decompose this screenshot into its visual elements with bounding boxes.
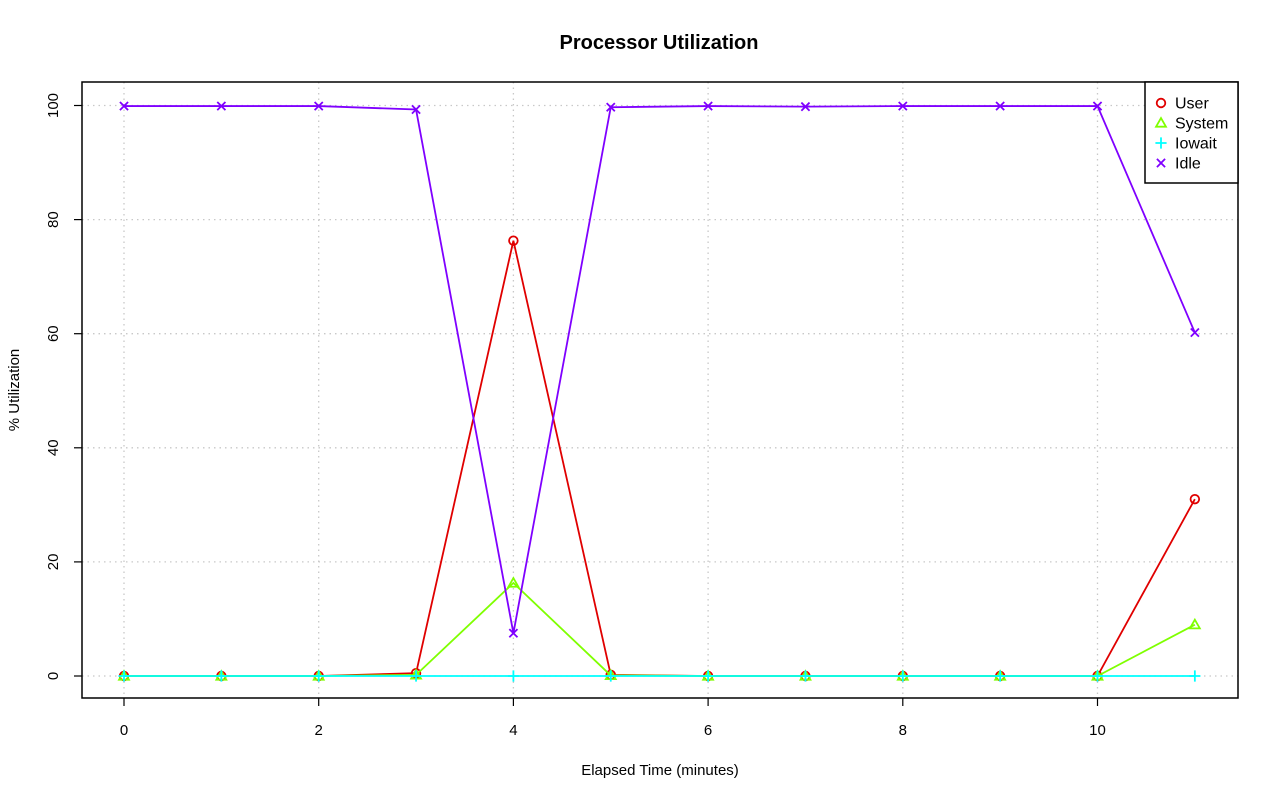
data-point bbox=[506, 576, 520, 588]
y-tick-label: 100 bbox=[45, 93, 62, 118]
x-tick-label: 0 bbox=[120, 722, 128, 739]
data-point bbox=[216, 101, 227, 111]
series-line-system bbox=[124, 581, 1196, 677]
data-point bbox=[995, 101, 1005, 111]
x-axis-label: Elapsed Time (minutes) bbox=[581, 762, 739, 779]
data-point bbox=[507, 670, 519, 682]
data-point bbox=[411, 104, 421, 115]
y-tick-label: 0 bbox=[45, 672, 62, 680]
data-point bbox=[1190, 327, 1200, 338]
y-tick-label: 60 bbox=[45, 325, 62, 342]
legend: User System Iowait Idle bbox=[1144, 81, 1239, 184]
data-point bbox=[1155, 137, 1167, 149]
legend-label: Idle bbox=[1175, 156, 1201, 173]
series-layer bbox=[117, 101, 1202, 682]
data-point bbox=[702, 670, 714, 682]
data-point bbox=[1092, 101, 1103, 111]
legend-label: Iowait bbox=[1175, 136, 1217, 153]
data-point bbox=[1154, 116, 1168, 128]
x-tick-label: 6 bbox=[704, 722, 712, 739]
y-axis: 0 20 40 60 80 100 bbox=[45, 93, 82, 680]
data-point bbox=[703, 101, 713, 111]
data-point bbox=[1189, 670, 1201, 682]
series-system bbox=[117, 576, 1202, 681]
data-point bbox=[313, 670, 325, 682]
x-tick-label: 4 bbox=[509, 722, 517, 739]
series-line-idle bbox=[124, 105, 1196, 634]
data-point bbox=[1155, 97, 1167, 109]
data-point bbox=[215, 670, 227, 682]
data-point bbox=[118, 670, 130, 682]
legend-item-iowait: Iowait bbox=[1155, 136, 1217, 153]
legend-label: User bbox=[1175, 96, 1209, 113]
legend-item-system: System bbox=[1154, 116, 1228, 133]
data-point bbox=[1156, 158, 1166, 168]
grid bbox=[82, 82, 1238, 698]
data-point bbox=[410, 670, 422, 682]
x-tick-label: 10 bbox=[1089, 722, 1106, 739]
data-point bbox=[1189, 493, 1201, 505]
y-tick-label: 40 bbox=[45, 439, 62, 456]
plot-frame bbox=[81, 81, 1239, 699]
data-point bbox=[800, 101, 811, 112]
data-point bbox=[508, 628, 519, 638]
data-point bbox=[1188, 617, 1202, 630]
legend-item-idle: Idle bbox=[1156, 156, 1201, 173]
data-point bbox=[119, 101, 129, 111]
data-point bbox=[994, 670, 1006, 682]
data-point bbox=[508, 235, 519, 246]
legend-label: System bbox=[1175, 116, 1228, 133]
x-tick-label: 8 bbox=[899, 722, 907, 739]
data-point bbox=[313, 101, 324, 111]
series-line-user bbox=[124, 240, 1196, 677]
data-point bbox=[606, 102, 616, 112]
x-axis: 0 2 4 6 8 10 bbox=[120, 698, 1106, 739]
series-iowait bbox=[118, 670, 1201, 682]
y-tick-label: 80 bbox=[45, 211, 62, 228]
chart-title: Processor Utilization bbox=[560, 32, 759, 54]
data-point bbox=[897, 670, 909, 682]
x-tick-label: 2 bbox=[315, 722, 323, 739]
y-tick-label: 20 bbox=[45, 554, 62, 571]
data-point bbox=[799, 670, 812, 682]
series-user bbox=[118, 235, 1201, 682]
data-point bbox=[898, 101, 908, 111]
data-point bbox=[605, 670, 617, 682]
y-axis-label: % Utilization bbox=[6, 349, 23, 432]
series-idle bbox=[119, 101, 1200, 638]
data-point bbox=[1091, 670, 1104, 682]
legend-item-user: User bbox=[1155, 96, 1209, 113]
